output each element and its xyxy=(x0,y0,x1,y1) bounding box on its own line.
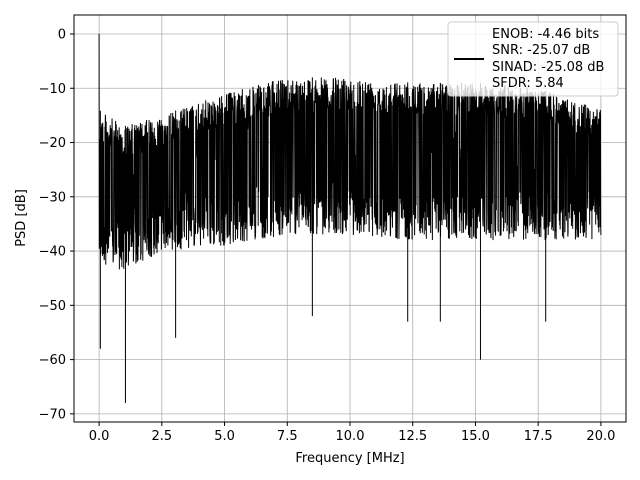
x-tick-label: 0.0 xyxy=(89,429,110,444)
x-axis-ticks: 0.0 2.5 5.0 7.5 10.0 12.5 15.0 17.5 20.0 xyxy=(89,422,615,444)
legend: ENOB: -4.46 bits SNR: -25.07 dB SINAD: -… xyxy=(447,21,619,97)
legend-box xyxy=(447,21,619,97)
y-axis-label: PSD [dB] xyxy=(14,189,29,247)
x-tick-label: 7.5 xyxy=(277,429,298,444)
x-tick-label: 17.5 xyxy=(524,429,553,444)
x-tick-label: 5.0 xyxy=(214,429,235,444)
legend-text-sfdr: SFDR: 5.84 xyxy=(492,76,564,91)
legend-text-enob: ENOB: -4.46 bits xyxy=(492,27,599,42)
legend-text-sinad: SINAD: -25.08 dB xyxy=(492,60,604,75)
y-tick-label: −10 xyxy=(39,82,66,97)
y-axis-ticks: 0 −10 −20 −30 −40 −50 −60 −70 xyxy=(39,27,74,422)
x-axis-label: Frequency [MHz] xyxy=(295,451,404,466)
legend-text-snr: SNR: -25.07 dB xyxy=(492,43,590,58)
y-tick-label: −50 xyxy=(39,299,66,314)
y-tick-label: −70 xyxy=(39,407,66,422)
x-tick-label: 10.0 xyxy=(336,429,365,444)
y-tick-label: −30 xyxy=(39,190,66,205)
psd-series-line xyxy=(98,33,602,404)
x-tick-label: 12.5 xyxy=(398,429,427,444)
y-tick-label: −40 xyxy=(39,245,66,260)
x-tick-label: 20.0 xyxy=(586,429,615,444)
x-tick-label: 2.5 xyxy=(151,429,172,444)
y-tick-label: −20 xyxy=(39,136,66,151)
x-tick-label: 15.0 xyxy=(461,429,490,444)
y-tick-label: 0 xyxy=(58,27,66,42)
y-tick-label: −60 xyxy=(39,353,66,368)
